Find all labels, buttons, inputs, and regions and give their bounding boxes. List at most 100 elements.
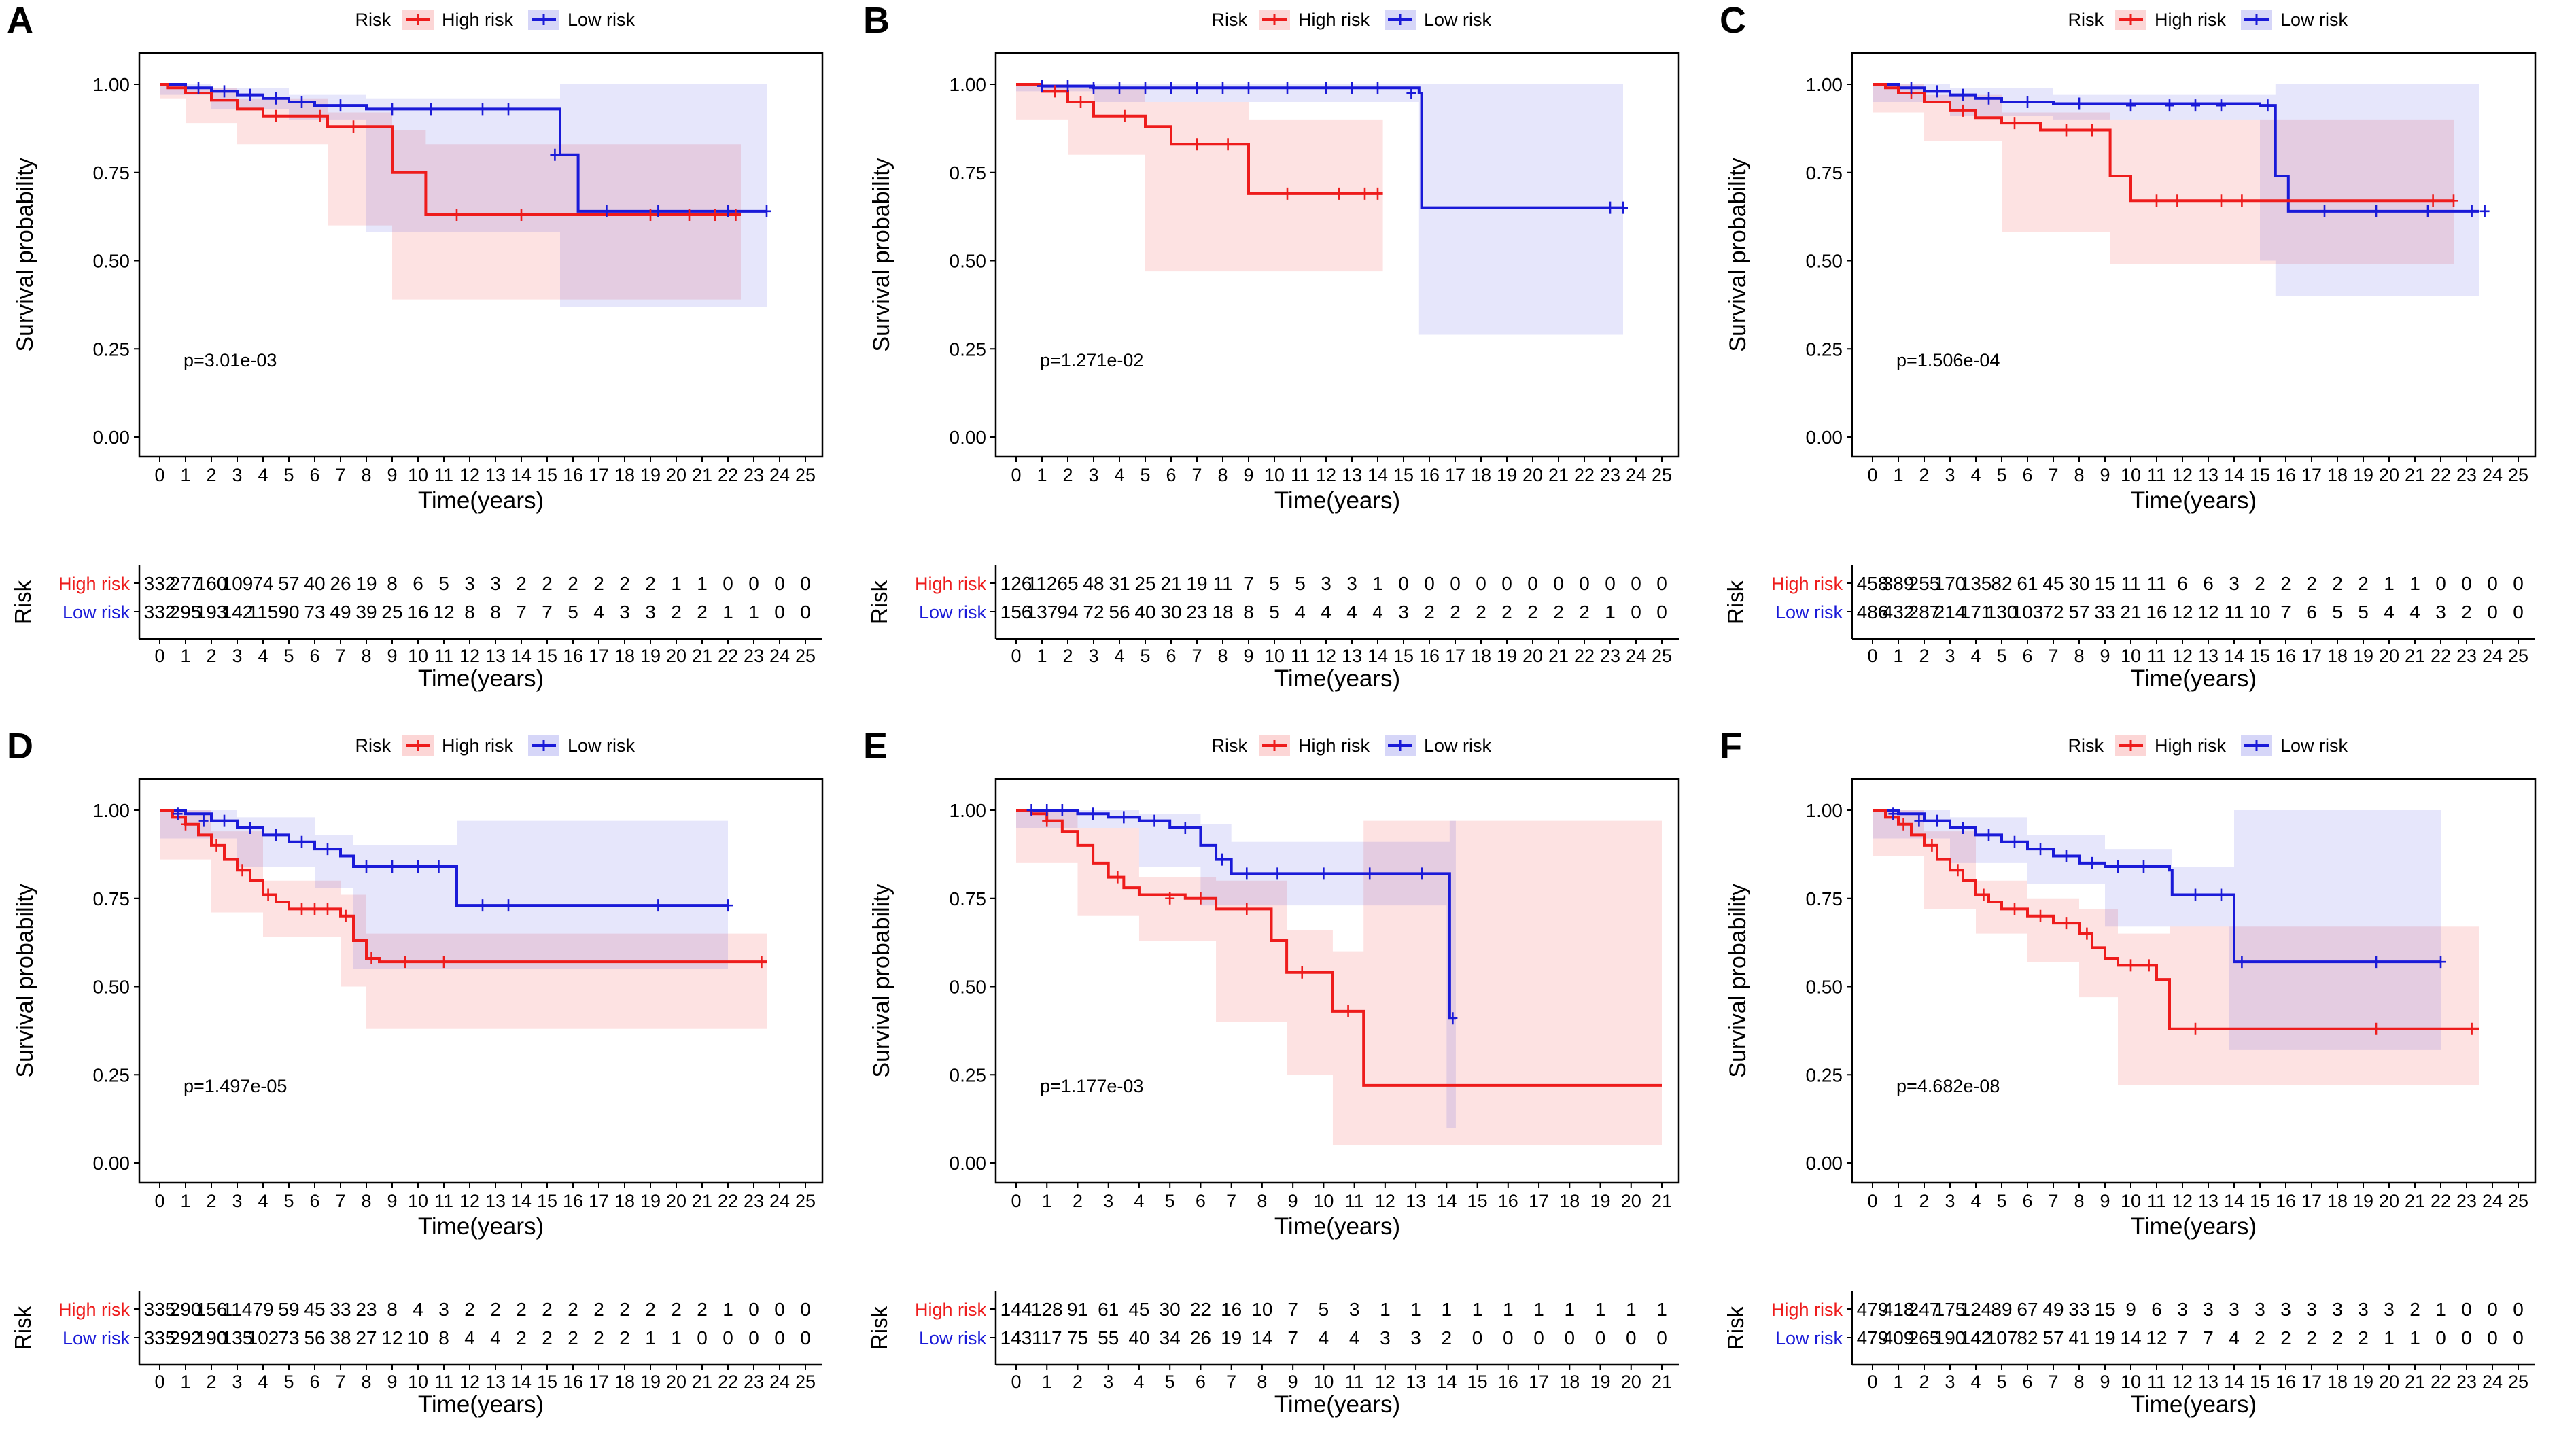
risk-count: 19	[1221, 1327, 1242, 1348]
risk-count: 2	[2255, 1327, 2265, 1348]
x-tick-label: 15	[537, 1191, 557, 1211]
censor-mark-high	[1113, 871, 1123, 884]
risk-count: 4	[490, 1327, 501, 1348]
table-x-tick-label: 19	[2353, 646, 2373, 666]
table-x-tick-label: 3	[1945, 1372, 1955, 1392]
table-x-tick-label: 19	[1497, 646, 1517, 666]
x-tick-label: 9	[1288, 1191, 1298, 1211]
legend-label-low: Low risk	[2280, 10, 2348, 30]
risk-count: 31	[1109, 573, 1130, 594]
p-value: p=1.506e-04	[1896, 350, 2000, 370]
x-tick-label: 18	[1559, 1191, 1580, 1211]
risk-count: 3	[1410, 1327, 1421, 1348]
table-x-axis-label: Time(years)	[2131, 1391, 2257, 1418]
censor-mark-low	[1149, 814, 1160, 827]
x-tick-label: 17	[1445, 465, 1465, 485]
risk-count: 2	[516, 573, 527, 594]
x-tick-label: 19	[640, 465, 661, 485]
x-tick-label: 7	[1191, 465, 1202, 485]
y-tick-label: 0.50	[93, 251, 130, 272]
x-tick-label: 17	[1529, 1191, 1549, 1211]
x-tick-label: 13	[485, 465, 506, 485]
table-x-tick-label: 4	[1134, 1372, 1144, 1392]
risk-count: 41	[2068, 1327, 2089, 1348]
risk-count: 8	[438, 1327, 449, 1348]
censor-mark-low	[245, 821, 255, 834]
table-x-tick-label: 11	[1345, 1372, 1364, 1392]
censor-mark-low	[1932, 85, 1942, 98]
x-tick-label: 6	[1196, 1191, 1206, 1211]
table-x-tick-label: 6	[2022, 646, 2032, 666]
x-tick-label: 18	[1471, 465, 1491, 485]
table-x-tick-label: 24	[769, 1372, 790, 1392]
x-tick-label: 1	[1037, 465, 1047, 485]
x-axis-label: Time(years)	[2131, 487, 2257, 514]
table-x-tick-label: 13	[485, 1372, 506, 1392]
x-tick-label: 3	[1088, 465, 1098, 485]
table-x-tick-label: 21	[692, 646, 712, 666]
censor-mark-high	[439, 956, 449, 969]
x-tick-label: 5	[1165, 1191, 1175, 1211]
risk-count: 56	[1109, 601, 1130, 623]
risk-count: 1	[1442, 1299, 1452, 1320]
risk-count: 335	[144, 1327, 176, 1348]
panel-e: E Risk High risk Low risk 0.00 0.25 0.50 0.75 1.…	[863, 726, 1680, 1418]
risk-count: 0	[1424, 573, 1435, 594]
risk-count: 0	[2487, 601, 2498, 623]
x-tick-label: 8	[1257, 1191, 1267, 1211]
risk-count: 4	[464, 1327, 475, 1348]
x-tick-label: 12	[2172, 465, 2193, 485]
risk-count: 16	[2146, 601, 2167, 623]
x-tick-label: 25	[795, 1191, 816, 1211]
risk-count: 49	[330, 601, 351, 623]
risk-count: 175	[1934, 1299, 1966, 1320]
x-tick-label: 16	[1498, 1191, 1518, 1211]
p-value: p=1.497e-05	[184, 1076, 287, 1096]
risk-count: 15	[2094, 1299, 2115, 1320]
y-tick-label: 0.75	[1806, 888, 1843, 909]
censor-mark-low	[478, 899, 487, 912]
censor-mark-high	[2144, 959, 2154, 972]
y-tick-label: 1.00	[1806, 800, 1843, 821]
table-x-tick-label: 20	[2379, 646, 2399, 666]
x-tick-label: 7	[335, 1191, 345, 1211]
table-risk-label: Risk	[867, 1306, 892, 1350]
risk-count: 2	[1579, 601, 1590, 623]
table-x-tick-label: 5	[283, 1372, 294, 1392]
risk-count: 332	[144, 573, 176, 594]
risk-count: 1	[1626, 1299, 1637, 1320]
table-x-tick-label: 17	[589, 1372, 609, 1392]
table-risk-label: Risk	[10, 580, 35, 624]
table-x-tick-label: 25	[795, 646, 816, 666]
plot-area	[1016, 80, 1628, 335]
risk-count: 2	[593, 573, 604, 594]
censor-mark-high	[2036, 909, 2045, 922]
risk-count: 7	[1287, 1327, 1298, 1348]
table-x-axis-label: Time(years)	[418, 665, 544, 692]
risk-count: 65	[1057, 573, 1078, 594]
plot-area	[1873, 82, 2490, 296]
risk-count: 1	[2409, 1327, 2420, 1348]
risk-count: 12	[2146, 1327, 2167, 1348]
risk-count: 277	[170, 573, 202, 594]
risk-count: 143	[1000, 1327, 1032, 1348]
x-tick-label: 1	[180, 1191, 190, 1211]
x-tick-label: 10	[408, 1191, 428, 1211]
risk-count: 34	[1160, 1327, 1181, 1348]
risk-count: 2	[671, 1299, 682, 1320]
y-tick-label: 0.75	[1806, 162, 1843, 184]
x-tick-label: 2	[1919, 465, 1929, 485]
censor-mark-low	[297, 95, 307, 108]
risk-count: 1	[748, 601, 759, 623]
risk-count: 0	[800, 1299, 811, 1320]
table-x-tick-label: 15	[2250, 646, 2270, 666]
risk-count: 1	[1656, 1299, 1667, 1320]
risk-count: 2	[568, 573, 578, 594]
table-x-tick-label: 0	[1867, 1372, 1877, 1392]
legend-label-high: High risk	[442, 735, 514, 756]
risk-count: 5	[438, 573, 449, 594]
table-x-tick-label: 2	[1073, 1372, 1083, 1392]
censor-mark-high	[341, 909, 351, 922]
legend-label-low: Low risk	[568, 735, 636, 756]
curve-high	[1873, 809, 2479, 1030]
